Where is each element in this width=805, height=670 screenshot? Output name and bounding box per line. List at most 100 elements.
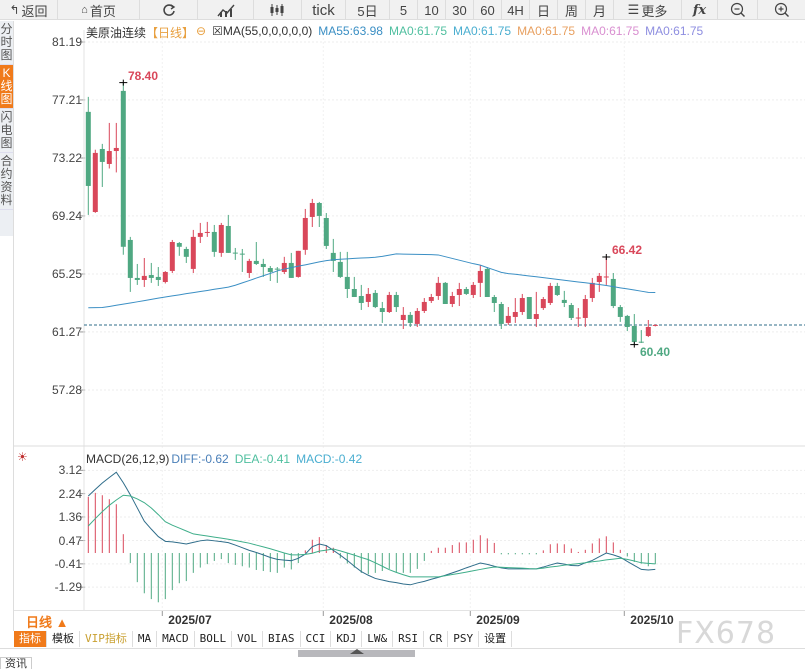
candle xyxy=(400,314,406,321)
back-button[interactable]: ↰ 返回 xyxy=(0,0,58,20)
candle xyxy=(190,236,196,269)
candle xyxy=(337,261,343,277)
indicator-tab[interactable]: VIP指标 xyxy=(80,631,133,647)
candle xyxy=(267,268,273,272)
period-selector[interactable]: 日线 ▲ xyxy=(26,615,69,630)
candle xyxy=(113,147,119,152)
indicator-tab[interactable]: PSY xyxy=(448,631,480,647)
candle xyxy=(582,299,588,318)
low-annotation: 60.40 xyxy=(640,345,671,359)
sidebar-item-flash[interactable]: 闪电图 xyxy=(0,109,13,153)
indicator-tab[interactable]: 模板 xyxy=(47,631,80,647)
candle xyxy=(470,284,476,295)
candle xyxy=(638,341,644,343)
candle xyxy=(547,285,553,303)
week-button[interactable]: 周 xyxy=(558,0,586,20)
toolbar: ↰ 返回 ⌂ 首页 tick 5日 5 10 30 60 4H 日 周 月 ☰ 更多 … xyxy=(0,0,805,20)
candle xyxy=(365,293,371,302)
menu-icon: ☰ xyxy=(627,2,640,17)
checkbox-icon: ☒ xyxy=(212,24,223,38)
candle xyxy=(204,231,210,233)
candle xyxy=(239,253,245,255)
zoom-out-button[interactable] xyxy=(718,0,758,20)
candle xyxy=(260,263,266,268)
tick-button[interactable]: tick xyxy=(302,0,346,20)
indicator-tab[interactable]: 设置 xyxy=(479,631,513,647)
candle xyxy=(141,275,147,280)
macd-axis-tick: 3.12 xyxy=(58,463,82,478)
m5-button[interactable]: 5 xyxy=(390,0,418,20)
indicator-settings-icon[interactable]: ☀ xyxy=(17,450,28,464)
candle xyxy=(617,307,623,317)
candle xyxy=(442,282,448,304)
ma-setting[interactable]: ☒MA(55,0,0,0,0,0) xyxy=(212,24,312,41)
candle xyxy=(610,278,616,307)
candle xyxy=(421,301,427,311)
price-axis-tick: 77.21 xyxy=(51,92,82,107)
indicator-tab[interactable]: MACD xyxy=(157,631,195,647)
indicator-tab[interactable]: CCI xyxy=(300,631,332,647)
candle xyxy=(512,311,518,317)
candle xyxy=(302,217,308,250)
candle xyxy=(505,315,511,323)
candle xyxy=(211,231,217,252)
month-button[interactable]: 月 xyxy=(586,0,614,20)
sidebar-item-kline[interactable]: K线图 xyxy=(0,65,13,109)
indicator-tab[interactable]: VOL xyxy=(232,631,263,647)
indicator-tab[interactable]: 指标 xyxy=(14,631,47,647)
macd-title: MACD(26,12,9) xyxy=(86,452,170,466)
candle xyxy=(162,271,168,283)
candle xyxy=(183,248,189,257)
candle xyxy=(253,260,259,264)
m60-button[interactable]: 60 xyxy=(474,0,502,20)
candle xyxy=(645,326,651,337)
line-chart-button[interactable] xyxy=(198,0,254,20)
zoom-in-button[interactable] xyxy=(758,0,805,20)
indicator-tab[interactable]: RSI xyxy=(393,631,424,647)
day-button[interactable]: 日 xyxy=(530,0,558,20)
macd-axis-tick: -1.29 xyxy=(54,580,82,595)
indicator-tab[interactable]: MA xyxy=(132,631,158,647)
sidebar-item-timeshare[interactable]: 分时图 xyxy=(0,21,13,65)
sidebar-item-contract-info[interactable]: 合约资料 xyxy=(0,153,13,210)
news-tab[interactable]: 资讯 xyxy=(0,657,32,670)
fx-button[interactable]: fx xyxy=(682,0,718,20)
candle xyxy=(351,288,357,298)
horizontal-scrollbar[interactable] xyxy=(0,648,805,657)
m30-button[interactable]: 30 xyxy=(446,0,474,20)
m10-button[interactable]: 10 xyxy=(418,0,446,20)
candle xyxy=(92,152,98,213)
indicator-tab[interactable]: BOLL xyxy=(194,631,233,647)
ma0-value-3: MA0:61.75 xyxy=(517,24,576,38)
home-icon: ⌂ xyxy=(81,4,88,16)
indicator-tab[interactable]: KDJ xyxy=(331,631,363,647)
home-button[interactable]: ⌂ 首页 xyxy=(58,0,140,20)
high-annotation: 78.40 xyxy=(128,69,159,83)
candle xyxy=(85,111,91,186)
settings-icon[interactable]: ⊖ xyxy=(196,24,207,38)
candle xyxy=(435,282,441,296)
candle xyxy=(484,268,490,298)
symbol-name: 美原油连续 xyxy=(86,26,147,40)
five-day-button[interactable]: 5日 xyxy=(346,0,390,20)
candle xyxy=(99,148,105,162)
indicator-tab[interactable]: CR xyxy=(424,631,449,647)
collapse-arrow-icon[interactable] xyxy=(350,649,364,654)
price-axis-tick: 73.22 xyxy=(51,151,82,165)
candle xyxy=(463,288,469,294)
more-button[interactable]: ☰ 更多 xyxy=(614,0,682,20)
price-axis-tick: 57.28 xyxy=(51,383,82,397)
ma0-value-1: MA0:61.75 xyxy=(388,24,448,38)
home-label: 首页 xyxy=(89,3,116,19)
indicator-tab[interactable]: BIAS xyxy=(263,631,301,647)
indicator-tab[interactable]: LW& xyxy=(362,631,394,647)
candle xyxy=(533,314,539,319)
candle xyxy=(449,295,455,304)
candlestick-button[interactable] xyxy=(254,0,302,20)
candle xyxy=(274,268,280,270)
h4-button[interactable]: 4H xyxy=(502,0,530,20)
refresh-button[interactable] xyxy=(140,0,198,20)
date-axis-label: 2025/08 xyxy=(329,613,373,627)
candle xyxy=(526,297,532,319)
